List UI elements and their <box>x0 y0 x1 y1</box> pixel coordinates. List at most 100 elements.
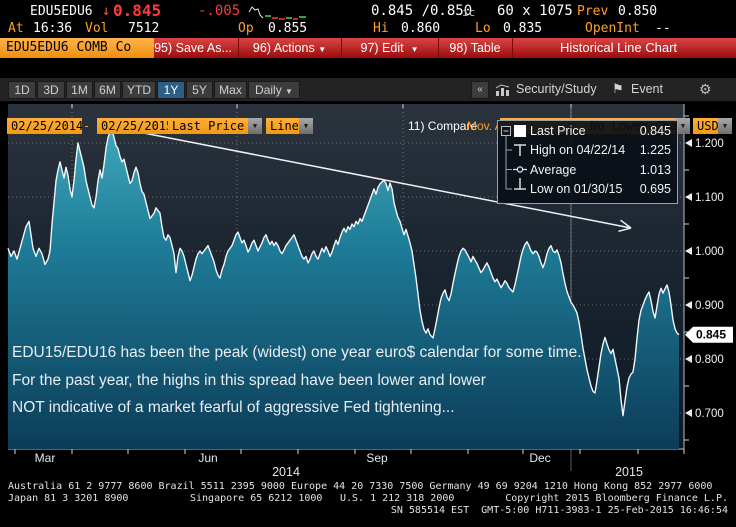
legend-row-low: Low on 01/30/15 0.695 <box>530 180 671 199</box>
high-label: Hi <box>373 21 389 36</box>
event-button[interactable]: Event <box>631 82 663 96</box>
legend-value: 0.695 <box>639 182 671 196</box>
x-axis-month-label: Sep <box>366 451 388 465</box>
security-symbol: EDU5EDU6 <box>30 4 93 19</box>
trend-arrowhead-icon <box>620 219 632 229</box>
tab-3d[interactable]: 3D <box>37 81 65 99</box>
tab-1m[interactable]: 1M <box>66 81 93 99</box>
legend-tree <box>501 125 527 190</box>
high-marker-icon <box>514 144 526 156</box>
x-axis-year-label: 2014 <box>272 465 300 479</box>
chevron-down-icon: ▼ <box>252 122 258 130</box>
currency-select[interactable]: USD <box>693 118 719 134</box>
tab-ytd[interactable]: YTD <box>122 81 156 99</box>
actions-button[interactable]: 96) Actions ▼ <box>238 38 342 58</box>
prev-close: 0.850 <box>618 4 658 19</box>
last-price-badge-value: 0.845 <box>696 328 726 342</box>
chevron-down-icon: ▼ <box>303 122 309 130</box>
actions-button-label: 96) Actions <box>252 41 315 55</box>
openint-label: OpenInt <box>585 21 640 36</box>
bid-ask-suffix: ic <box>462 6 476 19</box>
legend-label: High on 04/22/14 <box>530 143 626 157</box>
chevron-down-icon: ▼ <box>680 122 686 130</box>
save-as-button[interactable]: 95) Save As... <box>148 38 239 58</box>
frequency-select[interactable]: Daily ▼ <box>248 81 300 99</box>
low-price: 0.835 <box>503 21 543 36</box>
legend-row-last-price: Last Price 0.845 <box>530 122 671 141</box>
footer-terminal-info: SN 585514 EST GMT-5:00 H711-3983-1 25-Fe… <box>390 505 728 516</box>
table-button[interactable]: 98) Table <box>438 38 513 58</box>
tab-max[interactable]: Max <box>214 81 247 99</box>
chevron-down-icon: ▼ <box>285 87 293 96</box>
date-from-field[interactable]: 02/25/2014 <box>7 118 82 134</box>
security-study-button[interactable]: Security/Study <box>516 82 597 96</box>
bid-ask-size: 60 x 1075 <box>497 3 573 19</box>
x-axis-month-label: Dec <box>529 451 550 465</box>
footer-singapore: Singapore 65 6212 1000 <box>190 493 323 504</box>
action-toolbar: EDU5EDU6 COMB Co 95) Save As... 96) Acti… <box>0 38 736 58</box>
chart-type-select[interactable]: Line <box>266 118 301 134</box>
legend-label: Average <box>530 162 577 177</box>
edit-button-label: 97) Edit <box>360 41 404 55</box>
price-area <box>8 129 679 449</box>
chevron-down-icon: ▼ <box>410 45 419 54</box>
flag-icon: ⚑ <box>612 81 624 96</box>
field-select[interactable]: Last Price <box>168 118 251 134</box>
quote-header: EDU5EDU6 ↓ 0.845 -.005 0.845 /0.850 ic 6… <box>0 0 736 38</box>
tab-5y[interactable]: 5Y <box>186 81 213 99</box>
collapse-panel-button[interactable]: « <box>471 81 489 99</box>
chart-type-dropdown[interactable]: ▼ <box>299 118 313 134</box>
open-label: Op <box>238 21 254 36</box>
chart-legend: Last Price 0.845 High on 04/22/14 1.225 … <box>497 120 678 204</box>
y-axis-label: 1.200 <box>695 138 724 150</box>
tab-1d[interactable]: 1D <box>8 81 36 99</box>
footer-phones-line1: Australia 61 2 9777 8600 Brazil 5511 239… <box>8 481 713 492</box>
last-price-swatch-icon <box>514 125 526 137</box>
last-price-badge <box>685 326 733 343</box>
field-select-dropdown[interactable]: ▼ <box>248 118 262 134</box>
lower-chart-dropdown[interactable]: ▼ <box>676 118 690 134</box>
high-price: 0.860 <box>401 21 441 36</box>
legend-label: Last Price <box>530 124 586 138</box>
low-marker-icon <box>514 178 526 190</box>
chevron-down-icon: ▼ <box>722 122 728 130</box>
y-axis-label: 0.900 <box>695 300 724 312</box>
compare-button[interactable]: 11) Compare <box>408 119 478 133</box>
footer-copyright: Copyright 2015 Bloomberg Finance L.P. <box>505 493 728 504</box>
bid-ask: 0.845 /0.850 <box>371 3 473 19</box>
security-field[interactable]: EDU5EDU6 COMB Co <box>0 38 154 58</box>
price-line <box>7 128 680 417</box>
annotation-line-2: For the past year, the highs in this spr… <box>12 372 486 389</box>
chart-icon <box>495 84 510 96</box>
gear-icon[interactable]: ⚙ <box>699 81 712 97</box>
footer-japan: Japan 81 3 3201 8900 <box>8 493 129 504</box>
date-to-field[interactable]: 02/25/2015 <box>97 118 171 134</box>
trend-arrow-line <box>112 126 632 229</box>
y-tick-arrow-icon <box>685 247 692 255</box>
tab-6m[interactable]: 6M <box>94 81 121 99</box>
period-tab-bar: 1D 3D 1M 6M YTD 1Y 5Y Max Daily ▼ « Secu… <box>0 78 736 102</box>
x-axis-month-label: Mar <box>35 451 56 465</box>
y-axis-label: 1.100 <box>695 192 724 204</box>
price-down-arrow-icon: ↓ <box>102 3 111 19</box>
legend-row-average: Average 1.013 <box>530 161 671 180</box>
legend-value: 1.013 <box>639 162 671 177</box>
tab-1y[interactable]: 1Y <box>157 81 185 99</box>
x-axis-year-label: 2015 <box>615 465 643 479</box>
trend-arrowhead-icon <box>618 227 632 233</box>
currency-dropdown[interactable]: ▼ <box>718 118 732 134</box>
edit-button[interactable]: 97) Edit ▼ <box>341 38 439 58</box>
date-separator: - <box>83 119 91 133</box>
x-axis-month-label: Jun <box>198 451 217 465</box>
at-label: At <box>8 21 24 36</box>
page-title: Historical Line Chart <box>560 40 678 55</box>
y-tick-arrow-icon <box>685 301 692 309</box>
y-axis-label: 0.700 <box>695 408 724 420</box>
legend-value: 1.225 <box>639 143 671 157</box>
last-price: 0.845 <box>113 1 162 20</box>
y-tick-arrow-icon <box>685 193 692 201</box>
frequency-label: Daily <box>255 83 282 97</box>
open-price: 0.855 <box>268 21 308 36</box>
annotation-line-3: NOT indicative of a market fearful of ag… <box>12 399 455 416</box>
y-tick-arrow-icon <box>685 409 692 417</box>
